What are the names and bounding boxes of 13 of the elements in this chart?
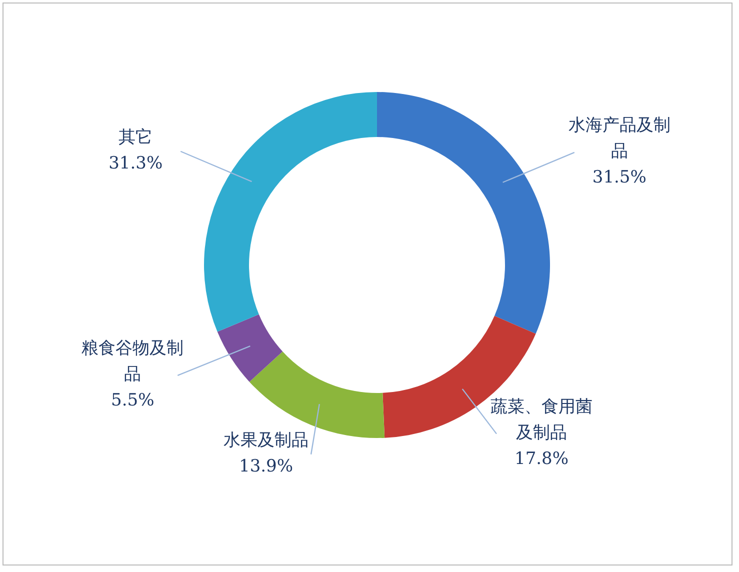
data-label: 31.5%	[592, 168, 646, 188]
slice-label: 其它	[118, 128, 153, 148]
data-label: 17.8%	[514, 449, 569, 470]
data-label: 13.9%	[239, 456, 294, 477]
data-label: 31.3%	[108, 154, 163, 174]
slice-label: 水果及制品	[224, 430, 309, 451]
slice-label: 水海产品及制品	[568, 116, 670, 162]
donut-slice	[204, 92, 377, 332]
slice-label: 蔬菜、食用菌及制品	[490, 397, 593, 444]
donut-slice	[377, 92, 550, 334]
slice-label: 粮食谷物及制品	[82, 338, 184, 385]
donut-slice	[217, 314, 283, 382]
data-label: 5.5%	[111, 390, 154, 411]
